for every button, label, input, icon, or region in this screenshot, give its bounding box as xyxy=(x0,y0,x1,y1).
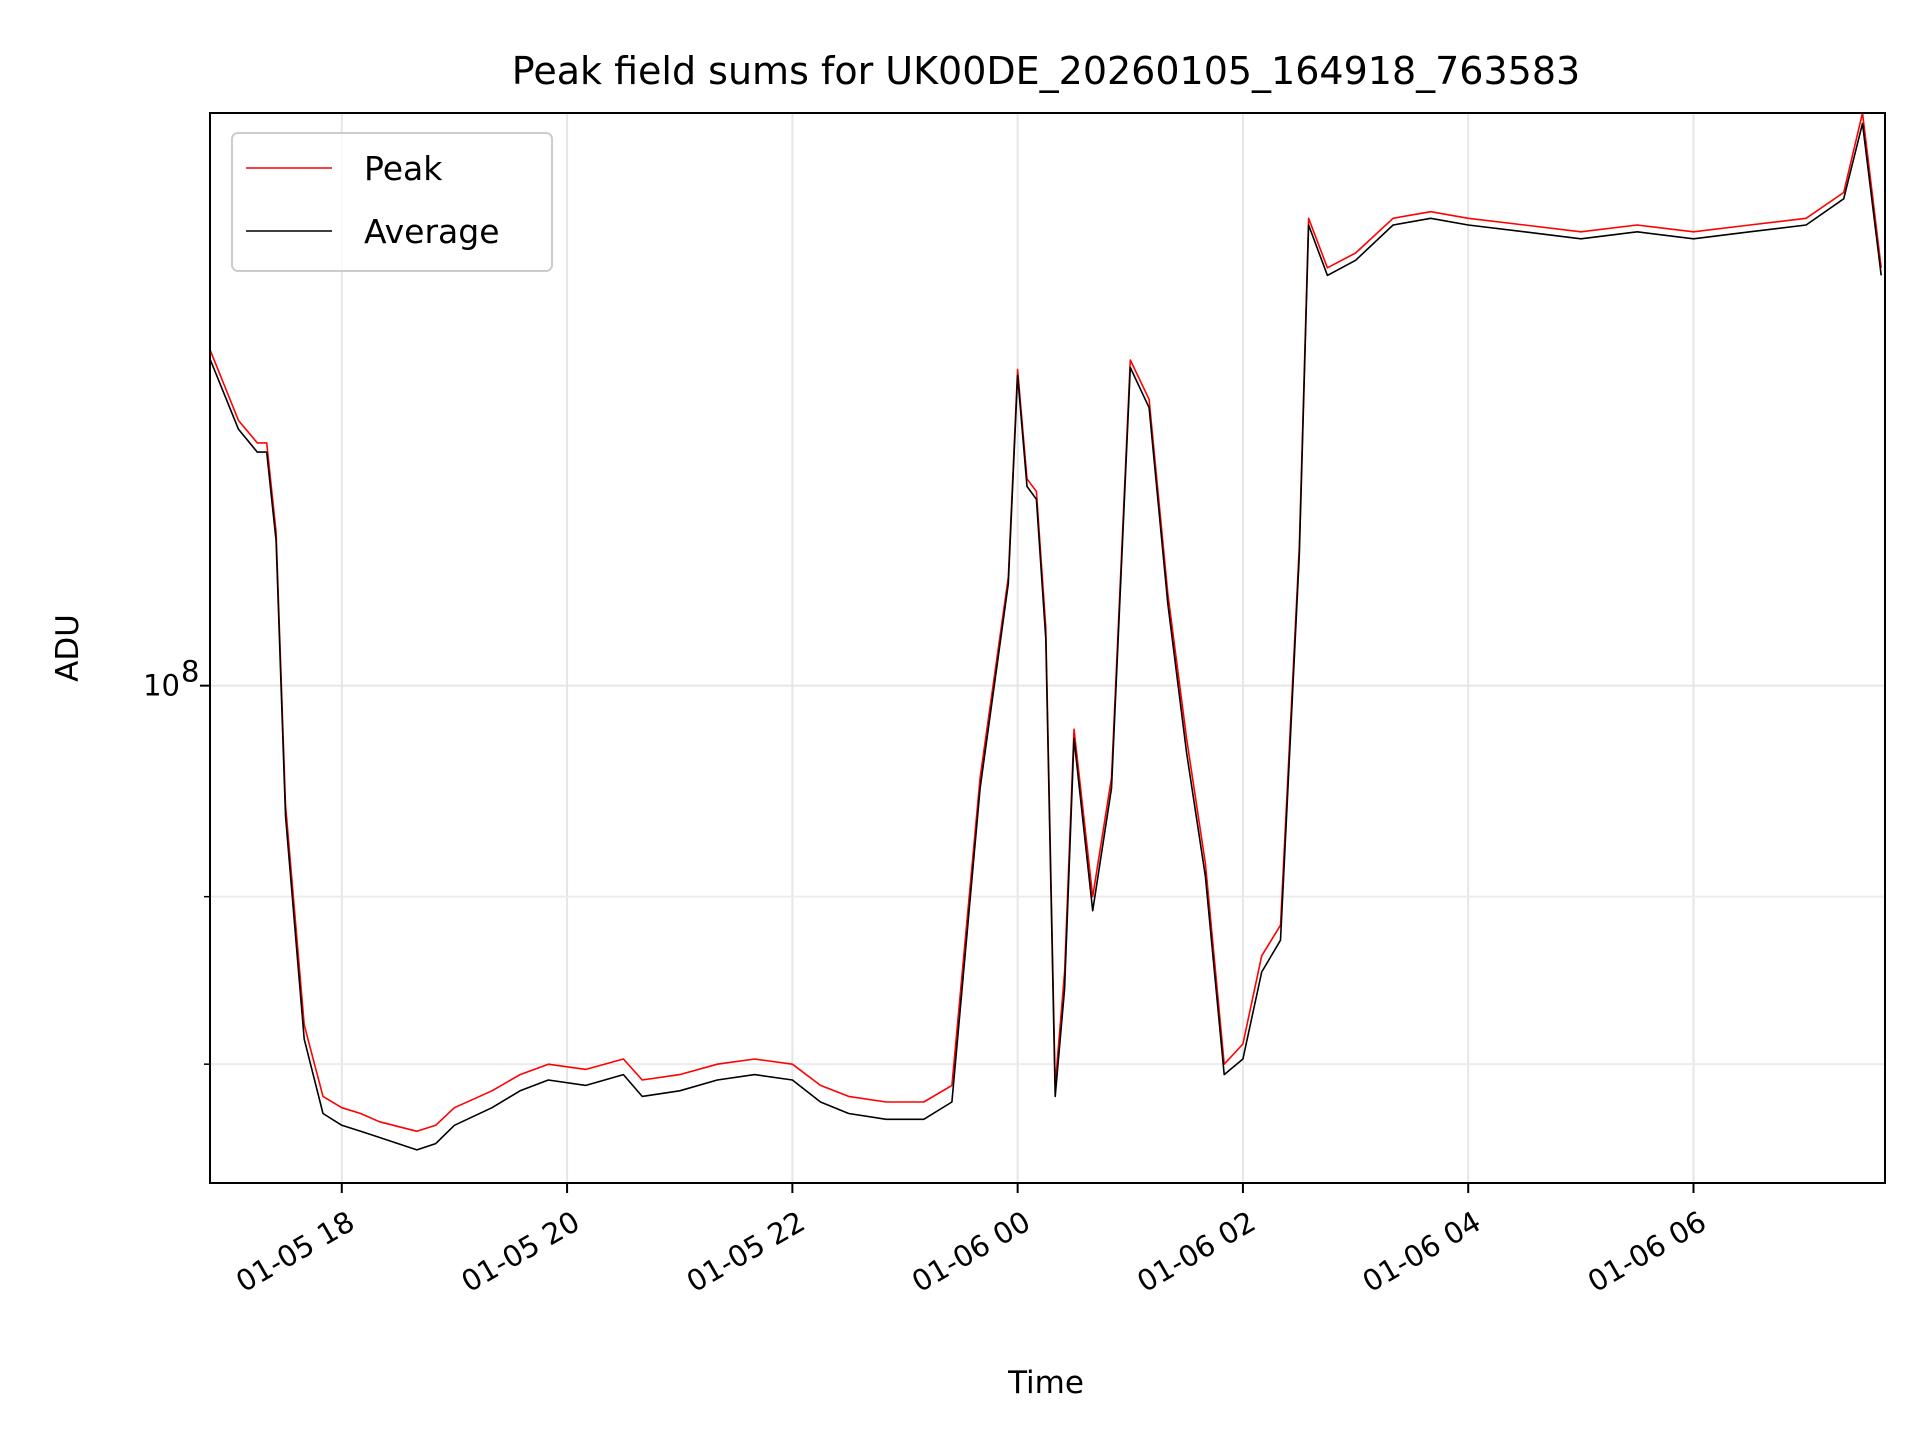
plot-frame xyxy=(209,112,1886,1184)
series-line-average xyxy=(209,122,1882,1151)
legend-label-average: Average xyxy=(364,212,500,251)
x-axis-label: Time xyxy=(1007,1365,1084,1401)
y-tick-label-exponent: 8 xyxy=(181,655,199,689)
legend: Peak Average xyxy=(231,132,553,272)
chart-title: Peak field sums for UK00DE_20260105_1649… xyxy=(512,49,1580,93)
grid-layer xyxy=(210,113,1885,1183)
y-tick-label: 10 xyxy=(143,669,180,703)
series-layer xyxy=(209,112,1882,1151)
y-tick-layer: 10 8 xyxy=(143,655,210,1065)
y-axis-label: ADU xyxy=(50,614,86,682)
legend-label-peak: Peak xyxy=(364,149,443,188)
